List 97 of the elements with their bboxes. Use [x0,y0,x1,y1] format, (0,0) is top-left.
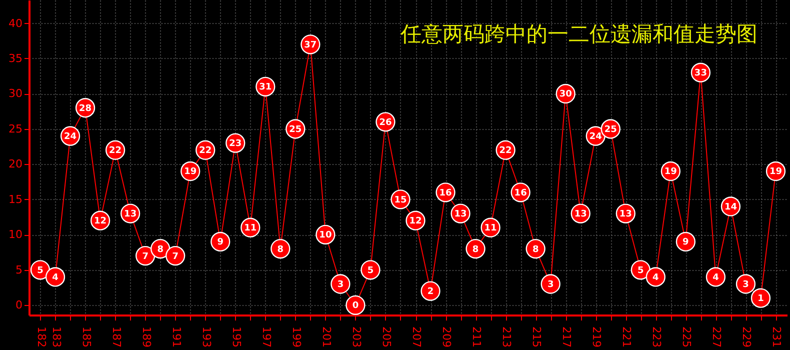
x-tick-label: 213 [500,326,514,348]
data-label: 19 [184,167,197,178]
x-tick-label: 209 [440,326,454,348]
x-tick-label: 205 [380,326,393,348]
data-label: 9 [682,238,689,248]
point [706,267,726,287]
x-tick-label: 199 [290,326,303,348]
x-tick-label: 197 [260,326,273,348]
data-label: 13 [454,210,467,220]
data-label: 12 [94,216,107,227]
y-tick-label: 30 [8,87,22,100]
y-tick-label: 0 [16,298,22,312]
y-tick-label: 20 [8,158,22,171]
data-label: 0 [352,301,359,312]
data-label: 8 [472,244,479,255]
point [676,232,696,252]
data-label: 1 [758,294,764,304]
point [360,260,380,280]
data-label: 10 [319,230,332,241]
data-label: 30 [559,90,572,100]
data-label: 3 [337,280,344,290]
data-label: 7 [142,252,148,262]
y-tick-label: 15 [8,192,22,206]
data-label: 4 [712,272,719,283]
data-label: 12 [409,216,422,227]
data-label: 22 [109,146,122,156]
data-label: 25 [289,124,302,135]
data-label: 3 [547,280,554,290]
y-tick-label: 5 [16,263,22,276]
point [540,274,560,294]
data-label: 28 [79,104,92,114]
data-label: 4 [652,272,659,283]
x-tick-label: 191 [170,326,183,348]
data-label: 5 [37,266,44,276]
data-label: 19 [664,167,677,178]
data-label: 13 [619,210,632,220]
point [45,267,66,287]
text: 任意两码跨中的一二位遗漏和值走势图 [399,22,758,46]
data-label: 22 [199,146,212,156]
data-label: 37 [304,40,317,50]
x-tick-label: 183 [50,326,63,348]
x-tick-label: 189 [140,326,153,348]
x-tick-label: 193 [200,326,213,348]
x-tick-label: 187 [110,326,123,348]
x-tick-label: 201 [320,326,333,348]
y-tick-label: 25 [8,122,22,136]
data-label: 31 [259,82,272,93]
data-label: 8 [532,244,539,255]
x-tick-label: 195 [230,326,243,348]
data-label: 5 [367,266,374,276]
point [330,274,350,294]
data-label: 19 [769,167,782,178]
data-label: 25 [604,124,617,135]
point [646,267,666,287]
y-tick-label: 10 [8,228,22,242]
point [420,281,440,301]
data-label: 2 [427,287,434,298]
data-label: 4 [52,272,58,283]
x-tick-label: 207 [410,326,424,348]
x-tick-label: 182 [34,326,48,348]
data-label: 11 [244,224,257,234]
data-label: 23 [229,139,242,150]
x-tick-label: 211 [470,326,484,348]
data-label: 15 [394,195,407,206]
data-label: 16 [439,188,452,198]
x-tick-label: 231 [770,326,784,348]
data-label: 16 [514,188,527,198]
x-tick-label: 225 [680,326,694,348]
y-tick-label: 40 [8,16,22,30]
point [750,288,771,308]
data-label: 24 [589,132,602,142]
data-label: 8 [157,244,164,255]
data-label: 14 [724,202,737,212]
x-tick-label: 215 [530,326,544,348]
x-tick-label: 217 [560,326,574,348]
x-tick-label: 185 [80,326,93,348]
point [166,246,186,266]
x-tick-label: 229 [740,326,754,348]
data-label: 8 [277,244,284,255]
data-label: 33 [694,68,707,79]
data-label: 11 [484,224,497,234]
data-label: 9 [217,238,224,248]
data-label: 24 [64,132,77,142]
data-label: 13 [574,210,587,220]
data-label: 22 [499,146,512,156]
point [466,238,486,259]
x-tick-label: 219 [590,326,604,348]
x-tick-label: 223 [650,326,664,348]
x-tick-label: 227 [710,326,724,348]
data-label: 13 [124,210,137,220]
data-label: 7 [172,252,178,262]
x-tick-label: 221 [620,326,634,348]
data-label: 5 [638,266,644,276]
data-label: 26 [379,118,392,128]
x-tick-label: 203 [350,326,363,348]
data-label: 3 [742,280,749,290]
y-tick-label: 35 [8,52,22,65]
